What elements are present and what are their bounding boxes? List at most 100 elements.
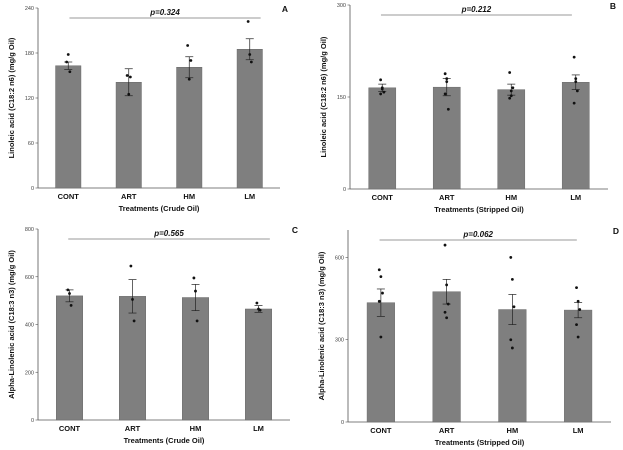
y-tick-label: 300 [337, 3, 346, 9]
data-point [255, 301, 259, 305]
category-label-hm: HM [183, 192, 195, 201]
data-point [125, 74, 129, 77]
data-point [511, 86, 515, 90]
data-point [379, 78, 383, 82]
p-value-label: p=0.212 [461, 5, 492, 14]
x-axis-title: Treatments (Stripped Oil) [435, 438, 525, 447]
data-point [575, 323, 578, 327]
data-point [572, 101, 576, 105]
data-point [128, 75, 132, 79]
bar-cont [368, 87, 397, 190]
y-axis-title: Alpha-Linolenic acid (C18:3 n3) (mg/g Oi… [317, 251, 326, 400]
p-value-label: p=0.062 [462, 230, 493, 239]
chart-panel-a: 0 60 120 180 240 CONT ART HM LM p=0.324 A Treatment… [7, 4, 288, 213]
data-point [445, 283, 449, 287]
data-point [509, 89, 513, 93]
y-tick-label: 300 [335, 338, 344, 344]
bar-lm [564, 309, 593, 423]
data-point [195, 319, 199, 323]
y-tick-label: 0 [343, 187, 346, 193]
chart-panel-b: 0 150 300 CONT ART HM LM p=0.212 B Treatments (St… [319, 1, 616, 214]
y-tick-label: 150 [337, 95, 346, 101]
bar-hm [498, 309, 527, 423]
bar-lm [236, 49, 263, 189]
bar-cont [56, 295, 83, 421]
bar-cont [366, 302, 395, 423]
data-point [575, 286, 578, 289]
data-point [194, 289, 197, 293]
bar-hm [497, 89, 526, 190]
y-tick-label: 0 [341, 420, 344, 426]
category-label-art: ART [121, 192, 137, 201]
y-tick-label: 0 [31, 418, 34, 424]
category-label-lm: LM [570, 193, 581, 202]
x-axis-title: Treatments (Crude Oil) [119, 204, 200, 213]
data-point [129, 264, 133, 268]
data-point [443, 243, 447, 247]
y-axis-title: Linoleic acid (C18:2 n6) (mg/g Oil) [7, 37, 16, 158]
category-label-cont: CONT [372, 193, 394, 202]
category-label-art: ART [439, 426, 455, 435]
y-tick-label: 800 [25, 227, 34, 233]
y-axis-title: Linoleic acid (C18:2 n6) (mg/g Oil) [319, 36, 328, 157]
data-point [510, 277, 514, 281]
category-label-cont: CONT [370, 426, 392, 435]
y-tick-label: 200 [25, 370, 34, 376]
data-point [509, 338, 513, 342]
bar-lm [561, 82, 590, 190]
category-label-lm: LM [573, 426, 584, 435]
data-point [187, 77, 191, 81]
data-point [512, 305, 516, 309]
category-label-lm: LM [253, 424, 264, 433]
data-point [379, 275, 383, 279]
category-label-lm: LM [244, 192, 255, 201]
data-point [131, 298, 134, 301]
data-point [379, 92, 383, 96]
p-value-label: p=0.565 [153, 229, 184, 238]
data-point [192, 276, 196, 280]
data-point [509, 256, 513, 259]
data-point [575, 89, 579, 93]
data-point [510, 346, 514, 350]
x-axis-title: Treatments (Stripped Oil) [434, 205, 524, 214]
data-point [65, 60, 69, 64]
bar-art [432, 86, 461, 190]
data-point [379, 335, 383, 339]
category-label-cont: CONT [58, 192, 80, 201]
data-point [443, 72, 447, 76]
data-point [69, 304, 73, 307]
data-point [574, 77, 578, 80]
data-point [509, 94, 513, 98]
category-label-hm: HM [190, 424, 202, 433]
chart-panel-d: 0 300 600 CONT ART HM LM p=0.062 D Treatments (St… [317, 226, 619, 447]
category-label-hm: HM [505, 193, 517, 202]
data-point [578, 308, 582, 311]
data-point [380, 86, 384, 90]
data-point [377, 299, 381, 303]
data-point [381, 291, 384, 295]
y-tick-label: 240 [25, 6, 34, 12]
panel-label: D [613, 226, 619, 236]
data-point [382, 90, 386, 94]
bar-art [119, 296, 146, 421]
y-tick-label: 0 [31, 186, 34, 192]
bar-art [432, 291, 461, 423]
bar-hm [176, 67, 203, 189]
p-value-label: p=0.324 [149, 8, 180, 17]
data-point [68, 292, 71, 295]
bar-art [115, 82, 142, 189]
data-point [576, 335, 580, 339]
data-point [248, 53, 252, 56]
category-label-cont: CONT [59, 424, 81, 433]
data-point [186, 44, 190, 47]
y-tick-label: 120 [25, 96, 34, 102]
panel-label: B [610, 1, 616, 11]
data-point [189, 59, 193, 62]
panel-label: A [282, 4, 288, 14]
y-axis-title: Alpha-Linolenic acid (C18:3 n3) (mg/g Oi… [7, 250, 16, 399]
data-point [443, 92, 447, 96]
data-point [445, 80, 449, 84]
y-tick-label: 180 [25, 51, 34, 57]
bar-hm [182, 297, 209, 421]
